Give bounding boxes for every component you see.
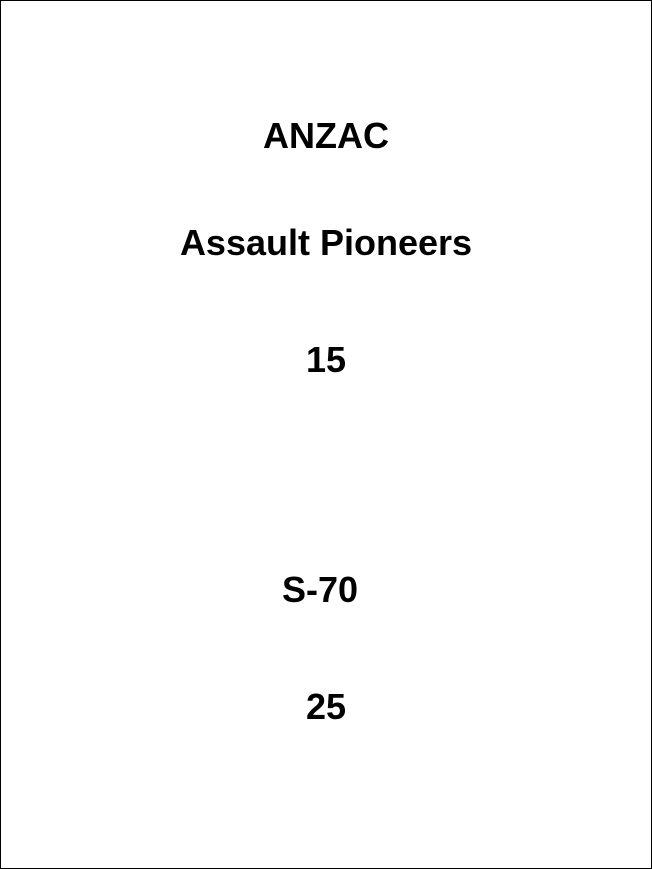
card-value: 25 — [305, 686, 347, 727]
card-title: ANZAC — [263, 115, 389, 156]
card-unit-name: Assault Pioneers — [179, 222, 473, 263]
card-number: 15 — [305, 339, 347, 380]
card-code: S-70 — [281, 569, 359, 610]
